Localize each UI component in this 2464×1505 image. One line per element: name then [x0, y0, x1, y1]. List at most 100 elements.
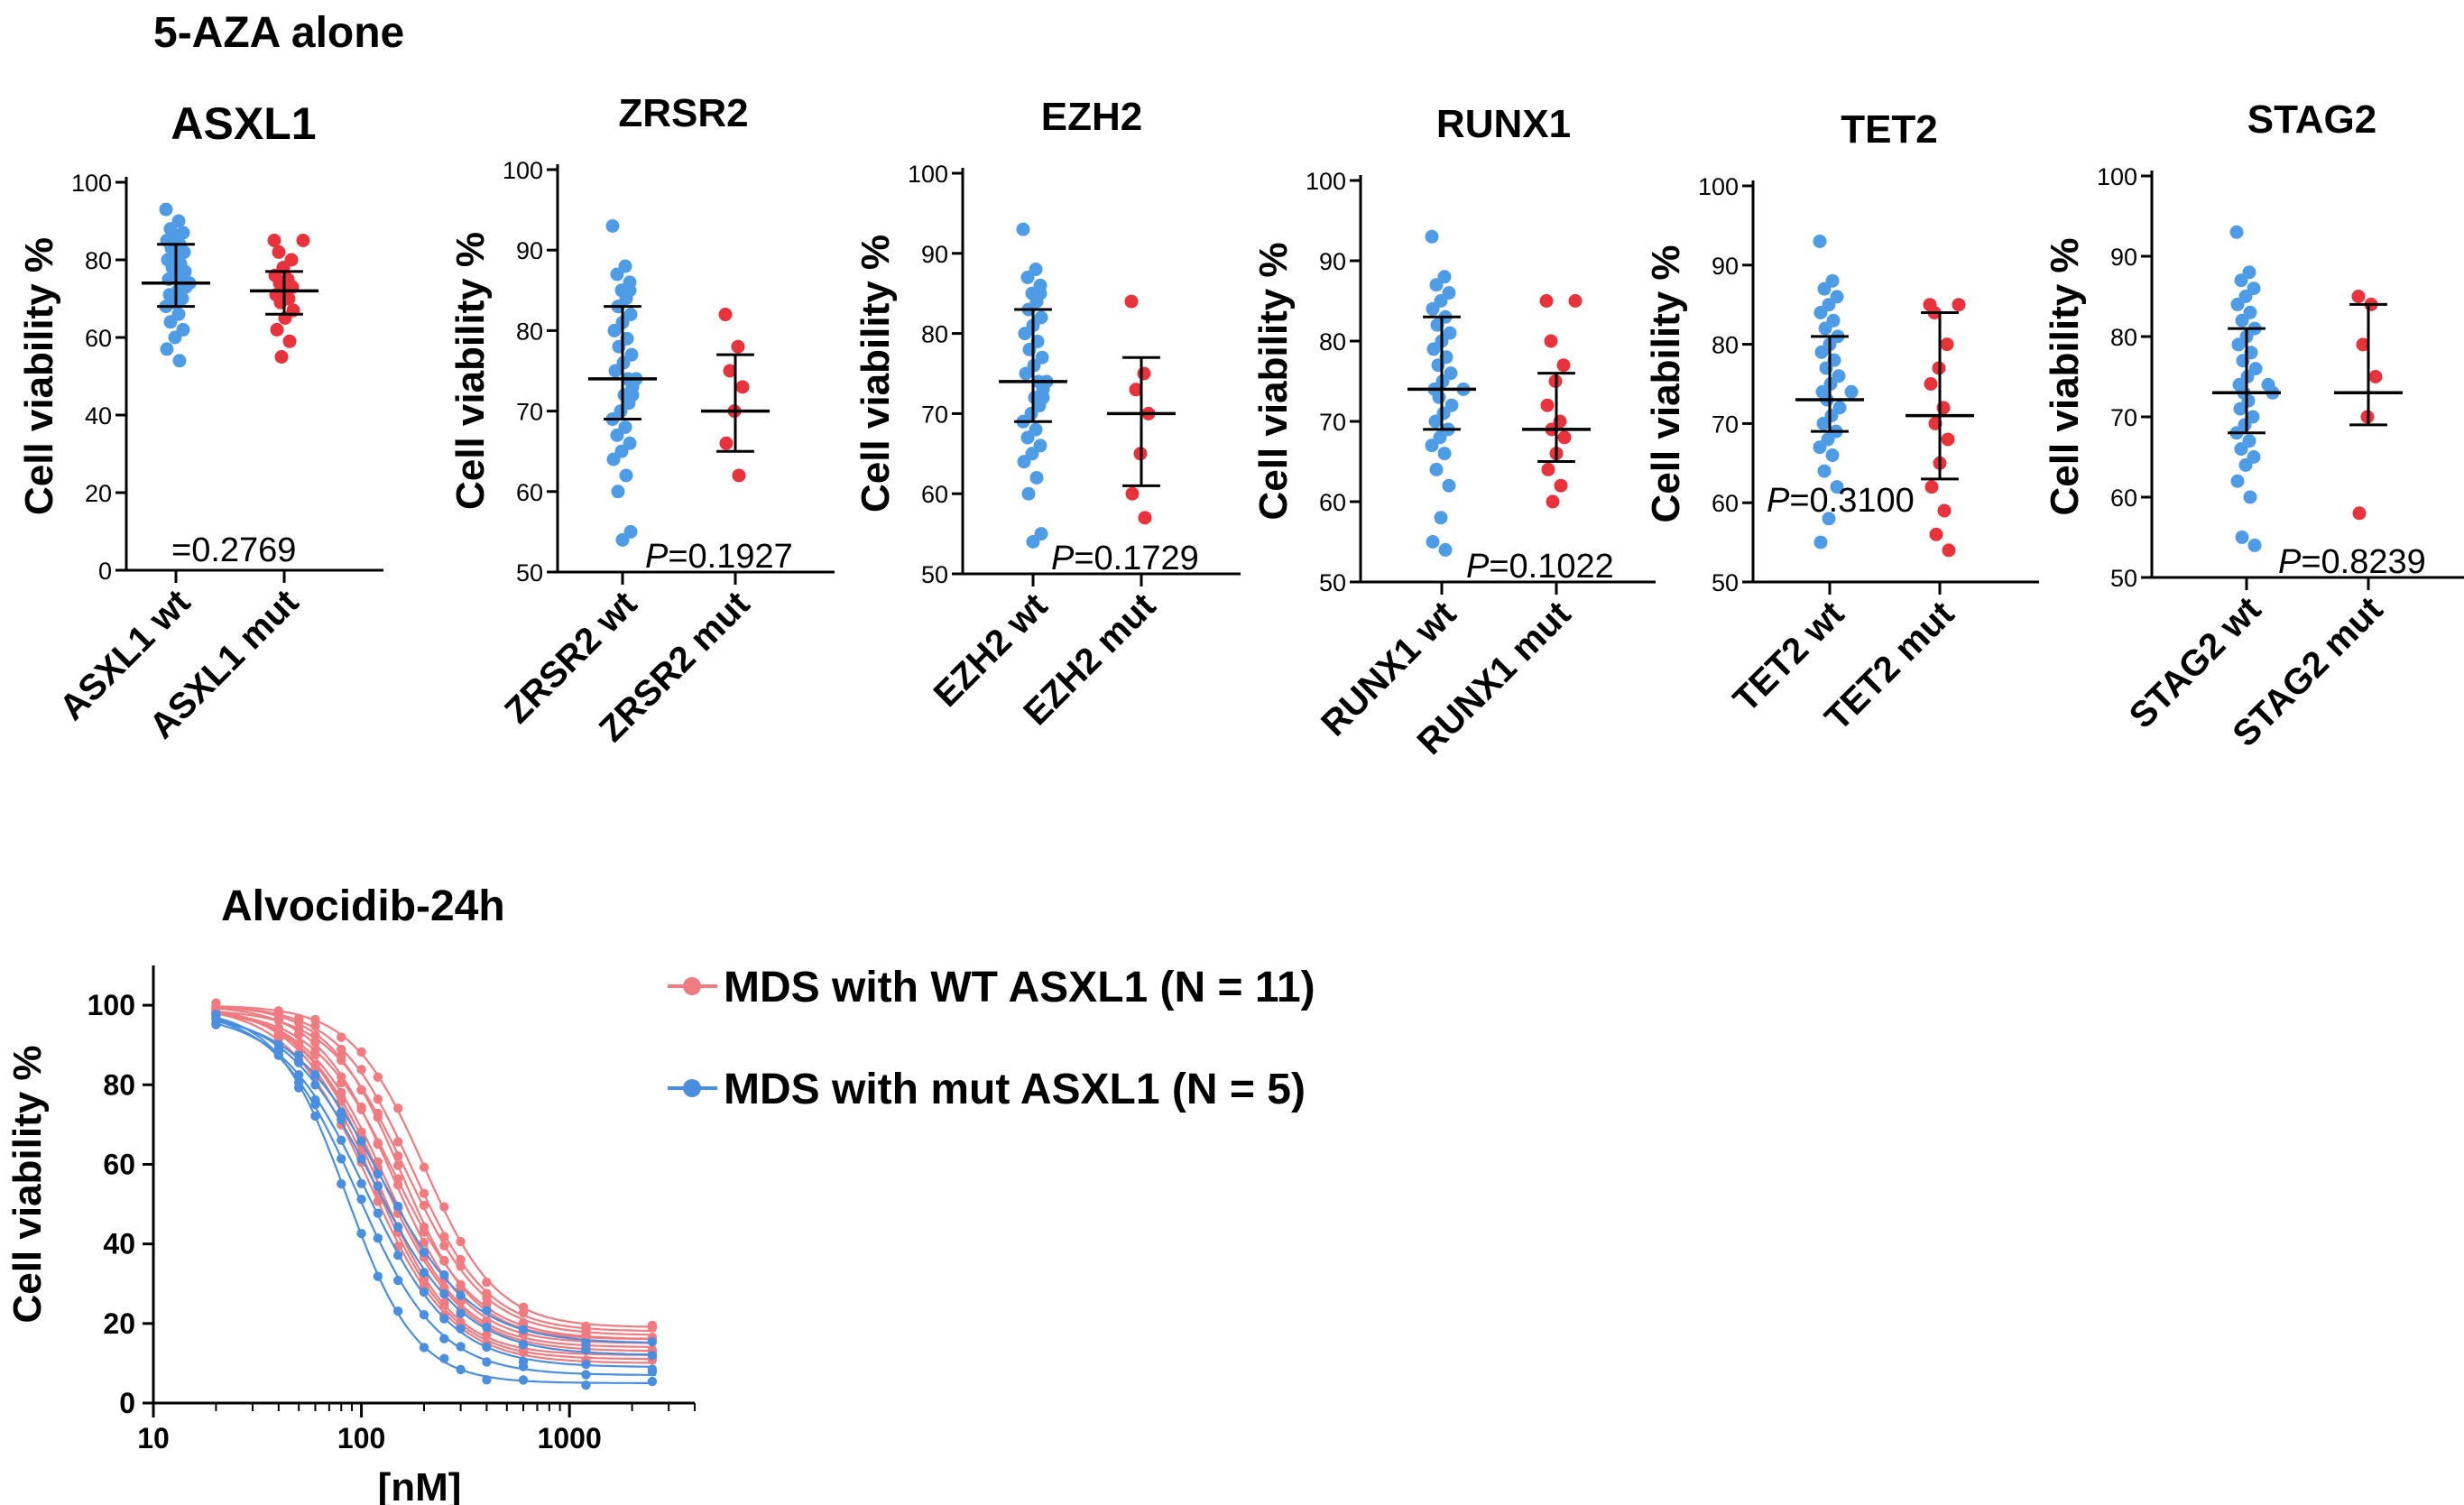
- y-tick-label: 100: [88, 989, 135, 1021]
- dose-data-point: [337, 1044, 346, 1055]
- dose-data-point: [419, 1247, 429, 1258]
- dose-data-point: [337, 1032, 346, 1042]
- dose-data-point: [647, 1336, 658, 1347]
- data-point: [615, 532, 630, 547]
- dose-data-point: [456, 1364, 466, 1375]
- data-point: [2368, 370, 2383, 383]
- data-point: [1813, 440, 1827, 455]
- data-point: [723, 364, 737, 378]
- dose-data-point: [310, 1094, 320, 1105]
- data-point: [2234, 442, 2248, 457]
- dose-data-point: [419, 1227, 429, 1237]
- dose-data-point: [392, 1222, 403, 1233]
- data-point: [2352, 506, 2367, 521]
- dose-data-point: [293, 1029, 304, 1039]
- panel-title: ZRSR2: [618, 91, 748, 135]
- dose-data-point: [356, 1194, 366, 1205]
- y-tick-label: 40: [103, 1228, 135, 1260]
- data-point: [1425, 439, 1439, 453]
- data-point: [2230, 297, 2245, 311]
- data-point: [607, 323, 622, 337]
- y-tick-label: 70: [1319, 409, 1346, 436]
- y-tick-label: 60: [921, 481, 948, 508]
- data-point: [274, 350, 289, 364]
- data-point: [1017, 455, 1031, 469]
- dose-data-point: [518, 1307, 529, 1318]
- y-tick-label: 70: [1712, 411, 1739, 438]
- dose-data-point: [356, 1178, 366, 1188]
- y-tick-label: 80: [1712, 332, 1739, 359]
- dose-data-point: [456, 1308, 466, 1318]
- dose-data-point: [273, 1015, 284, 1026]
- dose-data-point: [419, 1188, 429, 1198]
- dose-data-point: [273, 1039, 284, 1050]
- y-axis-label: Cell viability %: [17, 237, 61, 515]
- data-point: [1437, 447, 1452, 461]
- dose-data-point: [456, 1290, 466, 1300]
- dose-data-point: [456, 1236, 466, 1247]
- fit-curve: [216, 1012, 656, 1340]
- data-point: [1442, 478, 1456, 493]
- data-point: [163, 315, 178, 329]
- y-tick-label: 90: [1712, 253, 1739, 280]
- dose-data-point: [647, 1364, 658, 1374]
- data-point: [719, 436, 734, 450]
- dose-data-point: [419, 1287, 429, 1297]
- dose-data-point: [392, 1180, 403, 1190]
- dose-data-point: [518, 1347, 529, 1358]
- dose-data-point: [482, 1342, 492, 1353]
- dose-data-point: [392, 1160, 403, 1170]
- data-point: [1941, 432, 1955, 447]
- y-tick-label: 80: [516, 318, 543, 345]
- y-tick-label: 70: [921, 401, 948, 428]
- data-point: [2233, 402, 2247, 416]
- dose-data-point: [581, 1380, 591, 1390]
- data-point: [1556, 358, 1571, 373]
- y-tick-label: 80: [2110, 324, 2137, 351]
- data-point: [2230, 474, 2245, 488]
- dose-data-point: [310, 1049, 320, 1060]
- dose-data-point: [439, 1255, 449, 1266]
- data-point: [606, 452, 621, 466]
- y-tick-label: 90: [2110, 244, 2137, 271]
- y-tick-label: 60: [103, 1148, 135, 1180]
- y-tick-label: 100: [908, 161, 948, 188]
- dose-data-point: [337, 1095, 346, 1106]
- y-axis-label: Cell viability %: [448, 232, 493, 510]
- data-point: [1432, 390, 1446, 404]
- dose-data-point: [356, 1065, 366, 1075]
- y-tick-label: 80: [103, 1068, 135, 1101]
- dose-data-point: [518, 1375, 529, 1385]
- dose-data-point: [439, 1353, 449, 1363]
- dose-data-point: [373, 1094, 383, 1104]
- data-point: [270, 322, 284, 337]
- data-point: [1124, 294, 1139, 309]
- data-point: [1544, 334, 1558, 348]
- dose-data-point: [647, 1350, 658, 1361]
- dose-data-point: [392, 1201, 403, 1212]
- y-tick-label: 60: [516, 479, 543, 506]
- dose-data-point: [392, 1275, 403, 1286]
- dose-data-point: [518, 1340, 529, 1350]
- dose-data-point: [482, 1299, 492, 1309]
- y-tick-label: 50: [1712, 569, 1739, 596]
- data-point: [610, 428, 624, 442]
- data-point: [1429, 278, 1444, 292]
- dose-data-point: [392, 1137, 403, 1147]
- data-point: [732, 468, 746, 483]
- dose-data-point: [337, 1107, 346, 1118]
- data-point: [1125, 486, 1140, 501]
- data-point: [1568, 294, 1583, 308]
- dose-data-point: [337, 1154, 346, 1164]
- dose-data-point: [373, 1139, 383, 1150]
- legend-marker: [683, 1079, 701, 1097]
- data-point: [1818, 321, 1832, 336]
- y-tick-label: 90: [921, 241, 948, 268]
- data-point: [1940, 337, 1954, 352]
- dose-data-point: [518, 1325, 529, 1334]
- y-tick-label: 100: [2097, 163, 2137, 190]
- data-point: [272, 245, 286, 259]
